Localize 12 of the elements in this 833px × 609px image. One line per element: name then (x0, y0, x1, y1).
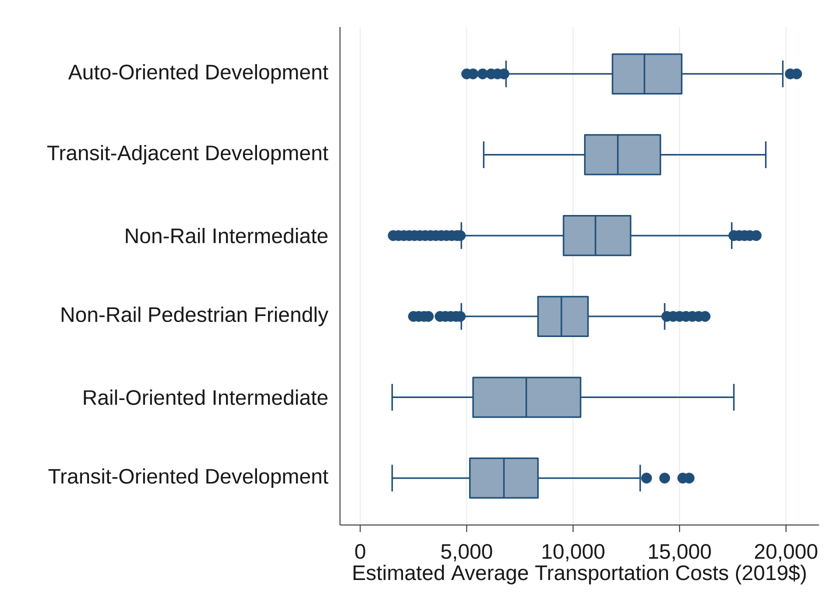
x-axis-title: Estimated Average Transportation Costs (2019$) (354, 564, 806, 584)
y-tick-label: Non-Rail Intermediate (126, 228, 328, 244)
x-tick-label: 0 (355, 544, 366, 559)
y-tick-label: Transit-Adjacent Development (47, 144, 328, 165)
y-tick-label: Transit-Oriented Development (48, 468, 328, 488)
x-tick-label: 15,000 (649, 544, 711, 562)
y-tick-label: Rail-Oriented Intermediate (84, 390, 328, 405)
x-tick-label: 5,000 (441, 544, 492, 562)
x-tick-label: 20,000 (754, 544, 818, 562)
y-tick-label: Auto-Oriented Development (68, 64, 328, 84)
x-tick-label: 10,000 (542, 544, 604, 562)
y-tick-label: Non-Rail Pedestrian Friendly (62, 306, 328, 326)
